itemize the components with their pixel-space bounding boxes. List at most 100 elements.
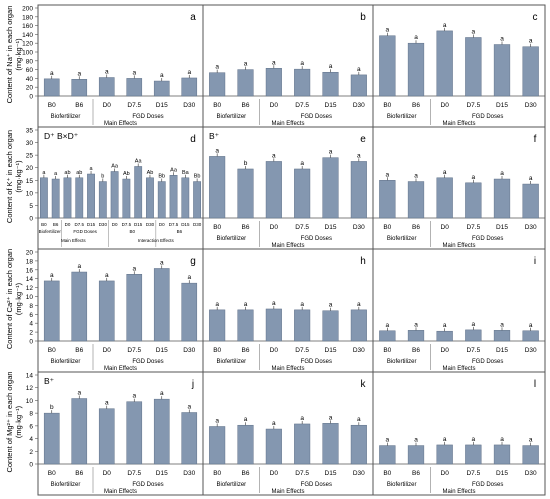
group-label-main-effects: Main Effects (272, 121, 305, 127)
category-label: D7.5 (466, 224, 480, 231)
category-label: D7.5 (295, 224, 309, 231)
category-label: D15 (156, 102, 168, 109)
bar (51, 178, 60, 219)
bar (237, 69, 254, 97)
y-axis-title-unit: (mg·kg⁻¹) (14, 38, 23, 71)
y-tick-label: 0 (29, 462, 33, 469)
panel-label: h (360, 256, 366, 267)
significance-annotation: B⁺ (209, 131, 220, 141)
y-tick-label: 4 (29, 321, 33, 328)
panel-label: i (534, 256, 536, 267)
significance-letter: a (386, 322, 390, 329)
category-label: D7.5 (295, 347, 309, 354)
category-label: B6 (75, 470, 83, 477)
y-tick-label: 30 (26, 140, 34, 147)
category-label: B0 (213, 224, 221, 231)
bar (322, 310, 339, 342)
significance-letter: Bb (158, 174, 165, 180)
group-label-fgd-doses: FGD Doses (472, 114, 503, 120)
category-label: B6 (242, 347, 250, 354)
category-label: D15 (496, 102, 508, 109)
group-label-fgd-doses: FGD Doses (301, 482, 332, 488)
significance-letter: a (443, 22, 447, 29)
category-label: D30 (353, 347, 365, 354)
group-label-biofertilizer: Biofertilizer (39, 229, 62, 234)
bar (134, 166, 143, 219)
significance-letter: a (90, 166, 94, 172)
y-tick-label: 6 (29, 312, 33, 319)
significance-letter: b (244, 160, 248, 167)
bar (98, 408, 115, 465)
category-label: B0 (213, 347, 221, 354)
y-tick-label: 60 (26, 67, 34, 74)
category-label: D15 (156, 347, 168, 354)
bar (98, 181, 107, 219)
significance-letter: a (443, 436, 447, 443)
bar (350, 424, 367, 465)
bar (322, 71, 339, 97)
category-label: B6 (242, 470, 250, 477)
bar (436, 30, 453, 97)
group-label-biofertilizer: Biofertilizer (216, 359, 246, 365)
y-tick-label: 15 (26, 178, 34, 185)
significance-letter: a (529, 322, 533, 329)
group-label-main-effects: Main Effects (272, 489, 305, 495)
group-label-biofertilizer: Biofertilizer (387, 482, 417, 488)
bar (436, 177, 453, 219)
bar (237, 309, 254, 342)
significance-letter: a (357, 66, 361, 73)
bar (63, 177, 72, 219)
category-label: D0 (103, 470, 112, 477)
bar (265, 68, 282, 97)
category-label: D30 (525, 224, 537, 231)
group-label-main-effects: Main Effects (443, 243, 476, 249)
category-label: B0 (48, 102, 56, 109)
category-label: B6 (242, 224, 250, 231)
significance-letter: a (357, 152, 361, 159)
category-label: D7.5 (74, 222, 84, 227)
y-axis-title: Content of Ca²⁺ in each organ(mg·kg⁻¹) (5, 249, 23, 349)
category-label: D30 (353, 470, 365, 477)
bar (126, 78, 143, 97)
bar (493, 330, 511, 342)
group-label-biofertilizer: Biofertilizer (51, 114, 81, 120)
significance-letter: a (414, 173, 418, 180)
significance-letter: a (42, 170, 46, 176)
figure-frame (37, 4, 546, 496)
significance-letter: a (77, 390, 81, 397)
significance-letter: a (386, 27, 390, 34)
category-label: B6 (242, 102, 250, 109)
category-label: D7.5 (466, 347, 480, 354)
significance-letter: a (77, 263, 81, 270)
bar (465, 329, 482, 342)
significance-letter: a (329, 302, 333, 309)
significance-letter: a (329, 149, 333, 156)
significance-letter: Bb (194, 174, 201, 180)
bar (43, 280, 60, 342)
y-tick-label: 180 (22, 14, 33, 21)
category-label: D7.5 (295, 102, 309, 109)
significance-letter: a (160, 259, 164, 266)
significance-letter: a (500, 436, 504, 443)
bar (294, 423, 311, 465)
category-label: D15 (156, 470, 168, 477)
significance-letter: Aa (170, 167, 178, 173)
bar (407, 42, 425, 97)
significance-letter: a (357, 301, 361, 308)
significance-letter: a (160, 390, 164, 397)
significance-letter: a (329, 63, 333, 70)
significance-letter: a (54, 171, 58, 177)
significance-letter: a (215, 417, 219, 424)
significance-letter: Aa (111, 163, 119, 169)
significance-letter: a (77, 70, 81, 77)
bar (153, 80, 170, 97)
category-label: D7.5 (466, 470, 480, 477)
bar (209, 309, 226, 342)
bar (157, 181, 166, 219)
group-label-fgd-doses: FGD Doses (132, 114, 163, 120)
bar (43, 78, 60, 97)
category-label: B0 (41, 222, 47, 227)
bar (169, 175, 178, 219)
category-label: B6 (412, 470, 420, 477)
